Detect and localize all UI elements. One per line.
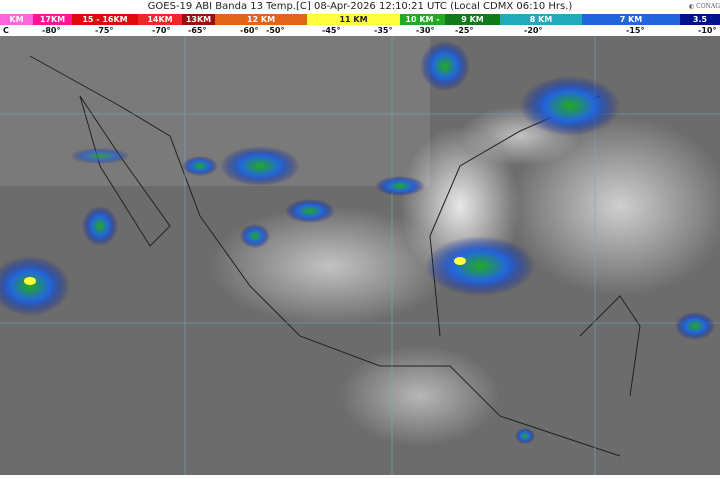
satellite-map: [0, 36, 720, 475]
temperature-label: -45°: [322, 26, 341, 35]
temperature-label: C: [3, 26, 9, 35]
temperature-label: -30°: [416, 26, 435, 35]
scale-segment: 14KM: [138, 14, 182, 25]
scale-segment: 13KM: [182, 14, 215, 25]
scale-segment: 3.5: [680, 14, 720, 25]
temperature-label: -20°: [524, 26, 543, 35]
scale-segment: 10 KM -: [400, 14, 445, 25]
conagua-logo: ◐ CONAG: [688, 3, 720, 10]
temperature-label: -25°: [455, 26, 474, 35]
temperature-label: -60°: [240, 26, 259, 35]
temperature-label: -10°: [698, 26, 717, 35]
image-title: GOES-19 ABI Banda 13 Temp.[C] 08-Apr-202…: [0, 0, 720, 14]
scale-segment: 7 KM: [582, 14, 680, 25]
temperature-label: -35°: [374, 26, 393, 35]
scale-segment: KM: [0, 14, 33, 25]
temperature-label: -70°: [152, 26, 171, 35]
scale-segment: 11 KM: [307, 14, 400, 25]
temperature-label: -65°: [188, 26, 207, 35]
temperature-label: -15°: [626, 26, 645, 35]
scale-segment: 8 KM: [500, 14, 582, 25]
scale-segment: 17KM: [33, 14, 72, 25]
scale-segment: 15 - 16KM: [72, 14, 138, 25]
color-scale-bar: KM 17KM 15 - 16KM 14KM 13KM 12 KM 11 KM 10 KM -…: [0, 14, 720, 25]
temperature-label: -50°: [266, 26, 285, 35]
temperature-label: -75°: [95, 26, 114, 35]
temperature-label: -80°: [42, 26, 61, 35]
scale-segment: 9 KM: [445, 14, 500, 25]
temperature-scale: C -80° -75° -70° -65° -60° -50° -45° -35° -30° -25…: [0, 25, 720, 36]
scale-segment: 12 KM: [215, 14, 307, 25]
